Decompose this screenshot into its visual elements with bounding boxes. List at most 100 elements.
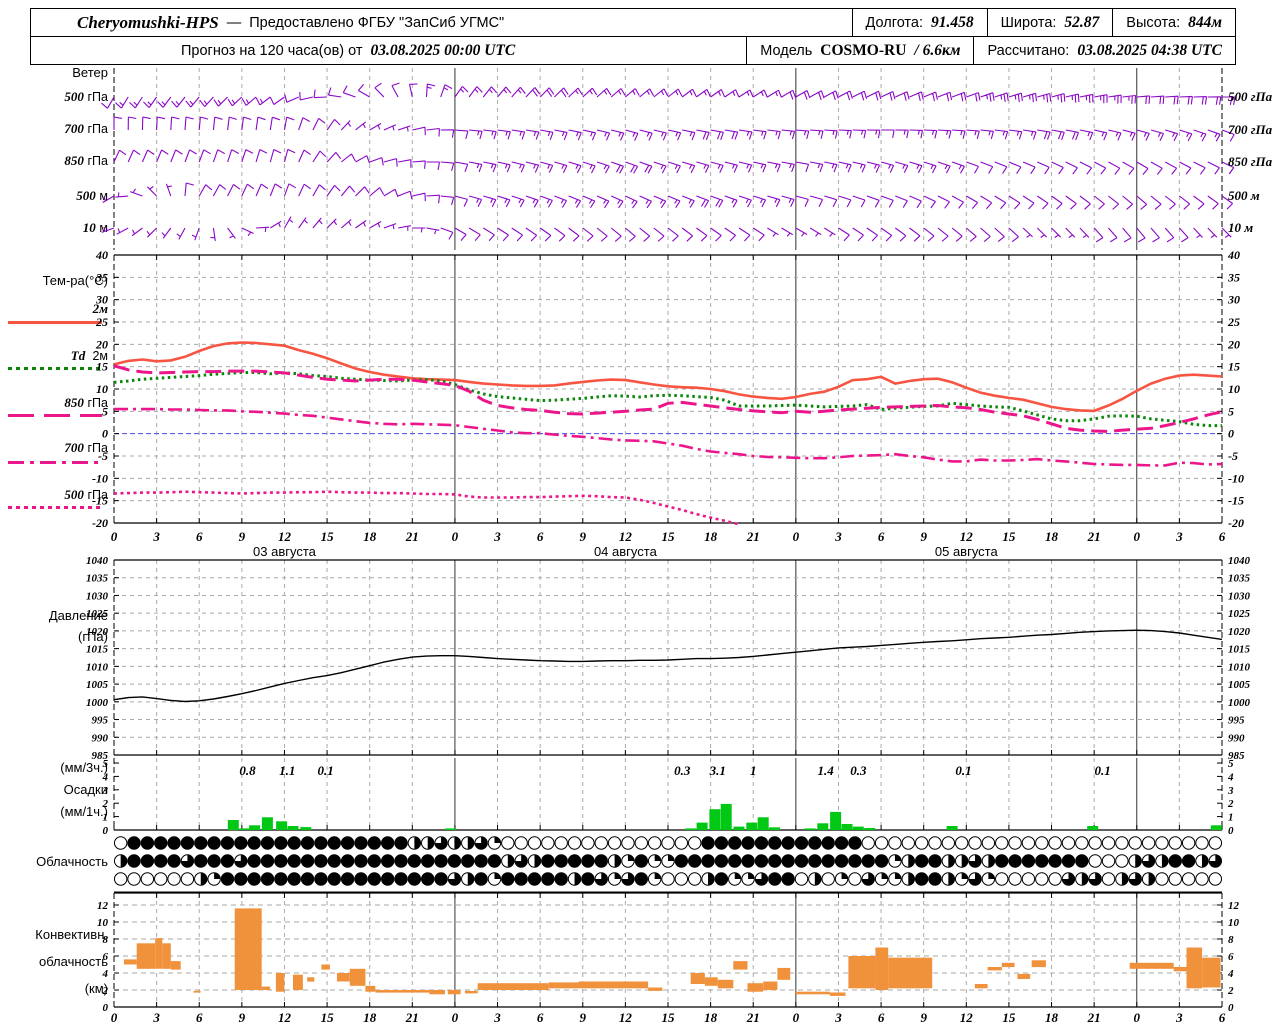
svg-text:20: 20 (1227, 337, 1240, 351)
svg-text:990: 990 (1228, 732, 1245, 744)
svg-text:6: 6 (878, 529, 885, 544)
svg-text:0: 0 (103, 1002, 109, 1014)
svg-text:03 августа: 03 августа (253, 544, 317, 559)
svg-text:3: 3 (152, 1010, 160, 1024)
cloudiness-panel (113, 836, 1223, 893)
svg-text:0.1: 0.1 (955, 763, 971, 778)
header-dash: — (226, 14, 242, 31)
convective-bar (162, 943, 171, 969)
svg-text:0: 0 (1228, 825, 1234, 837)
svg-text:15: 15 (662, 529, 676, 544)
svg-text:0: 0 (111, 1010, 118, 1024)
svg-text:9: 9 (920, 1010, 927, 1024)
svg-text:0: 0 (103, 825, 109, 837)
svg-text:2: 2 (102, 798, 109, 810)
convective-bar (829, 992, 846, 996)
precip-bar (1087, 826, 1099, 830)
svg-text:0.1: 0.1 (318, 763, 334, 778)
convective-bar (1017, 973, 1031, 979)
convective-bar (337, 973, 350, 982)
svg-text:21: 21 (1087, 1010, 1101, 1024)
convective-bar (365, 985, 376, 992)
convective-label-2: облачность (38, 954, 108, 969)
svg-text:0: 0 (793, 1010, 800, 1024)
svg-text:990: 990 (92, 732, 109, 744)
wind-level-labels-right: 500 гПа 700 гПа 850 гПа 500 м 10 м (1228, 89, 1273, 235)
forecast-segment: Прогноз на 120 часа(ов) от 03.08.2025 00… (31, 37, 746, 64)
latitude-label: Широта: (1000, 14, 1057, 31)
svg-text:15: 15 (321, 529, 335, 544)
svg-text:0.3: 0.3 (674, 763, 691, 778)
bottom-time-axis-labels: 0 3 6 9 12 15 18 21 0 3 6 9 12 15 18 21 0 3 6 9 12 15 18 21 0 3 6 (111, 1010, 1226, 1024)
svg-text:9: 9 (239, 1010, 246, 1024)
precip-bar (445, 828, 457, 830)
svg-text:15: 15 (321, 1010, 335, 1024)
convective-label-1: Конвективн. (35, 927, 108, 942)
svg-text:3.1: 3.1 (709, 763, 726, 778)
convective-bar (875, 947, 889, 990)
svg-text:1: 1 (750, 763, 757, 778)
legend-700hpa-line (8, 461, 102, 464)
longitude-value: 91.458 (931, 13, 974, 31)
svg-text:1015: 1015 (86, 644, 109, 656)
legend-850hpa-label: 850 гПа (64, 395, 108, 411)
convective-label-3: (км) (84, 981, 108, 996)
longitude-label: Долгота: (865, 14, 924, 31)
wind-level-500hpa: 500 гПа (64, 89, 108, 105)
precip-bar (864, 828, 876, 830)
svg-text:0.8: 0.8 (239, 763, 256, 778)
precip-bar (1210, 825, 1222, 830)
station-segment: Cheryomushki-HPS — Предоставлено ФГБУ "З… (31, 9, 852, 36)
convective-bar (747, 983, 764, 992)
cloud-row-2 (113, 872, 1223, 886)
convective-bar (704, 977, 718, 986)
svg-text:12: 12 (619, 1010, 633, 1024)
header-row-station: Cheryomushki-HPS — Предоставлено ФГБУ "З… (31, 9, 1235, 37)
precip-3h-label: (мм/3ч.) (60, 760, 108, 775)
svg-text:2: 2 (1227, 798, 1234, 810)
convective-bar (1031, 960, 1046, 968)
svg-text:21: 21 (746, 1010, 760, 1024)
svg-text:35: 35 (1227, 270, 1240, 284)
svg-text:15: 15 (1228, 360, 1240, 374)
precip-bar (227, 820, 239, 831)
convective-bar (123, 959, 137, 965)
forecast-label: Прогноз на 120 часа(ов) от (181, 42, 363, 59)
svg-text:995: 995 (92, 715, 109, 727)
svg-text:1.1: 1.1 (279, 763, 295, 778)
cloud-row-1 (113, 854, 1223, 868)
convective-bar (447, 990, 461, 995)
svg-text:0: 0 (1134, 529, 1141, 544)
svg-text:18: 18 (704, 1010, 718, 1024)
svg-text:8: 8 (1228, 934, 1234, 946)
precip-bar (946, 826, 958, 830)
convective-bar (733, 961, 748, 970)
svg-text:15: 15 (1002, 529, 1016, 544)
convective-bar (1202, 957, 1221, 988)
model-resolution: / 6.6км (914, 41, 961, 59)
convective-bar (648, 987, 663, 991)
convective-bar (690, 973, 705, 984)
precip-bar (685, 828, 697, 830)
svg-text:18: 18 (1045, 1010, 1059, 1024)
convective-bar (763, 981, 778, 990)
station-name: Cheryomushki-HPS (77, 12, 219, 32)
svg-text:35: 35 (95, 270, 108, 284)
precip-bar (709, 809, 721, 830)
temperature-panel: 40 40 35 35 30 30 25 25 20 20 15 15 10 10 5 5 0 0 -5 -5 -10 -… (92, 248, 1244, 530)
convective-bar (275, 973, 285, 992)
svg-text:10: 10 (1228, 382, 1240, 396)
svg-text:5: 5 (102, 404, 108, 418)
svg-text:3: 3 (1175, 529, 1183, 544)
svg-text:6: 6 (537, 529, 544, 544)
legend-t2m-line (8, 321, 102, 324)
svg-text:5: 5 (103, 758, 109, 770)
svg-text:985: 985 (92, 750, 109, 762)
provider-text: Предоставлено ФГБУ "ЗапСиб УГМС" (249, 14, 505, 31)
svg-text:6: 6 (196, 529, 203, 544)
convective-bar (429, 990, 445, 995)
svg-text:0: 0 (452, 1010, 459, 1024)
convective-bar (234, 908, 262, 990)
svg-text:6: 6 (537, 1010, 544, 1024)
convective-bar (261, 986, 271, 990)
